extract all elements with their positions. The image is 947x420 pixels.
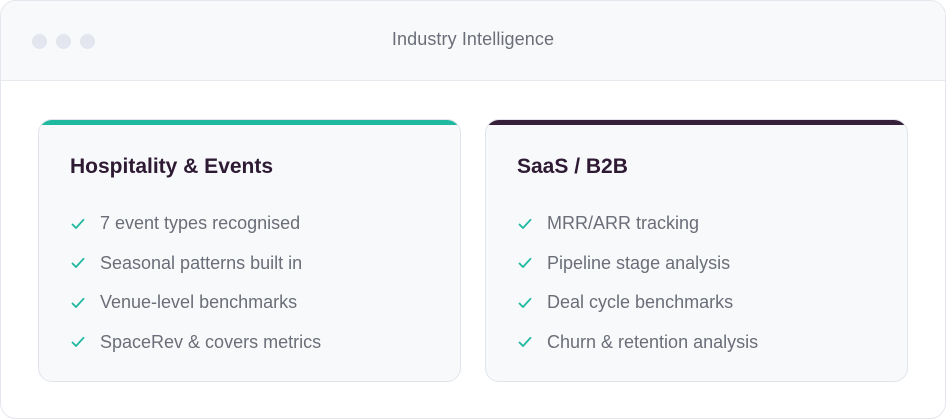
check-icon — [517, 255, 533, 271]
list-item: Churn & retention analysis — [517, 323, 758, 363]
minimize-window-button[interactable] — [56, 34, 71, 49]
feature-label: SpaceRev & covers metrics — [100, 331, 322, 352]
check-icon — [70, 295, 86, 311]
feature-list: 7 event types recognised Seasonal patter… — [70, 204, 321, 362]
card-accent-bar — [486, 120, 907, 125]
window-title: Industry Intelligence — [391, 29, 555, 49]
feature-label: Churn & retention analysis — [547, 331, 759, 352]
feature-label: MRR/ARR tracking — [547, 213, 700, 234]
feature-label: Venue-level benchmarks — [100, 292, 298, 313]
card-accent-bar — [39, 120, 460, 125]
maximize-window-button[interactable] — [80, 34, 95, 49]
list-item: SpaceRev & covers metrics — [70, 323, 321, 363]
card-title: Hospitality & Events — [70, 155, 274, 178]
window-controls — [32, 34, 95, 49]
check-icon — [70, 334, 86, 350]
list-item: MRR/ARR tracking — [517, 204, 758, 244]
card-title: SaaS / B2B — [517, 155, 628, 178]
title-bar: Industry Intelligence — [1, 1, 945, 81]
feature-label: Pipeline stage analysis — [547, 252, 731, 273]
list-item: Venue-level benchmarks — [70, 283, 321, 323]
feature-label: 7 event types recognised — [100, 213, 301, 234]
close-window-button[interactable] — [32, 34, 47, 49]
list-item: Seasonal patterns built in — [70, 244, 321, 284]
check-icon — [517, 216, 533, 232]
list-item: 7 event types recognised — [70, 204, 321, 244]
industry-card-hospitality: Hospitality & Events 7 event types recog… — [38, 119, 461, 382]
feature-label: Deal cycle benchmarks — [547, 292, 734, 313]
check-icon — [70, 216, 86, 232]
list-item: Pipeline stage analysis — [517, 244, 758, 284]
industry-card-saas: SaaS / B2B MRR/ARR tracking Pipeline sta… — [485, 119, 908, 382]
check-icon — [517, 295, 533, 311]
feature-list: MRR/ARR tracking Pipeline stage analysis… — [517, 204, 758, 362]
feature-label: Seasonal patterns built in — [100, 252, 303, 273]
check-icon — [517, 334, 533, 350]
check-icon — [70, 255, 86, 271]
list-item: Deal cycle benchmarks — [517, 283, 758, 323]
